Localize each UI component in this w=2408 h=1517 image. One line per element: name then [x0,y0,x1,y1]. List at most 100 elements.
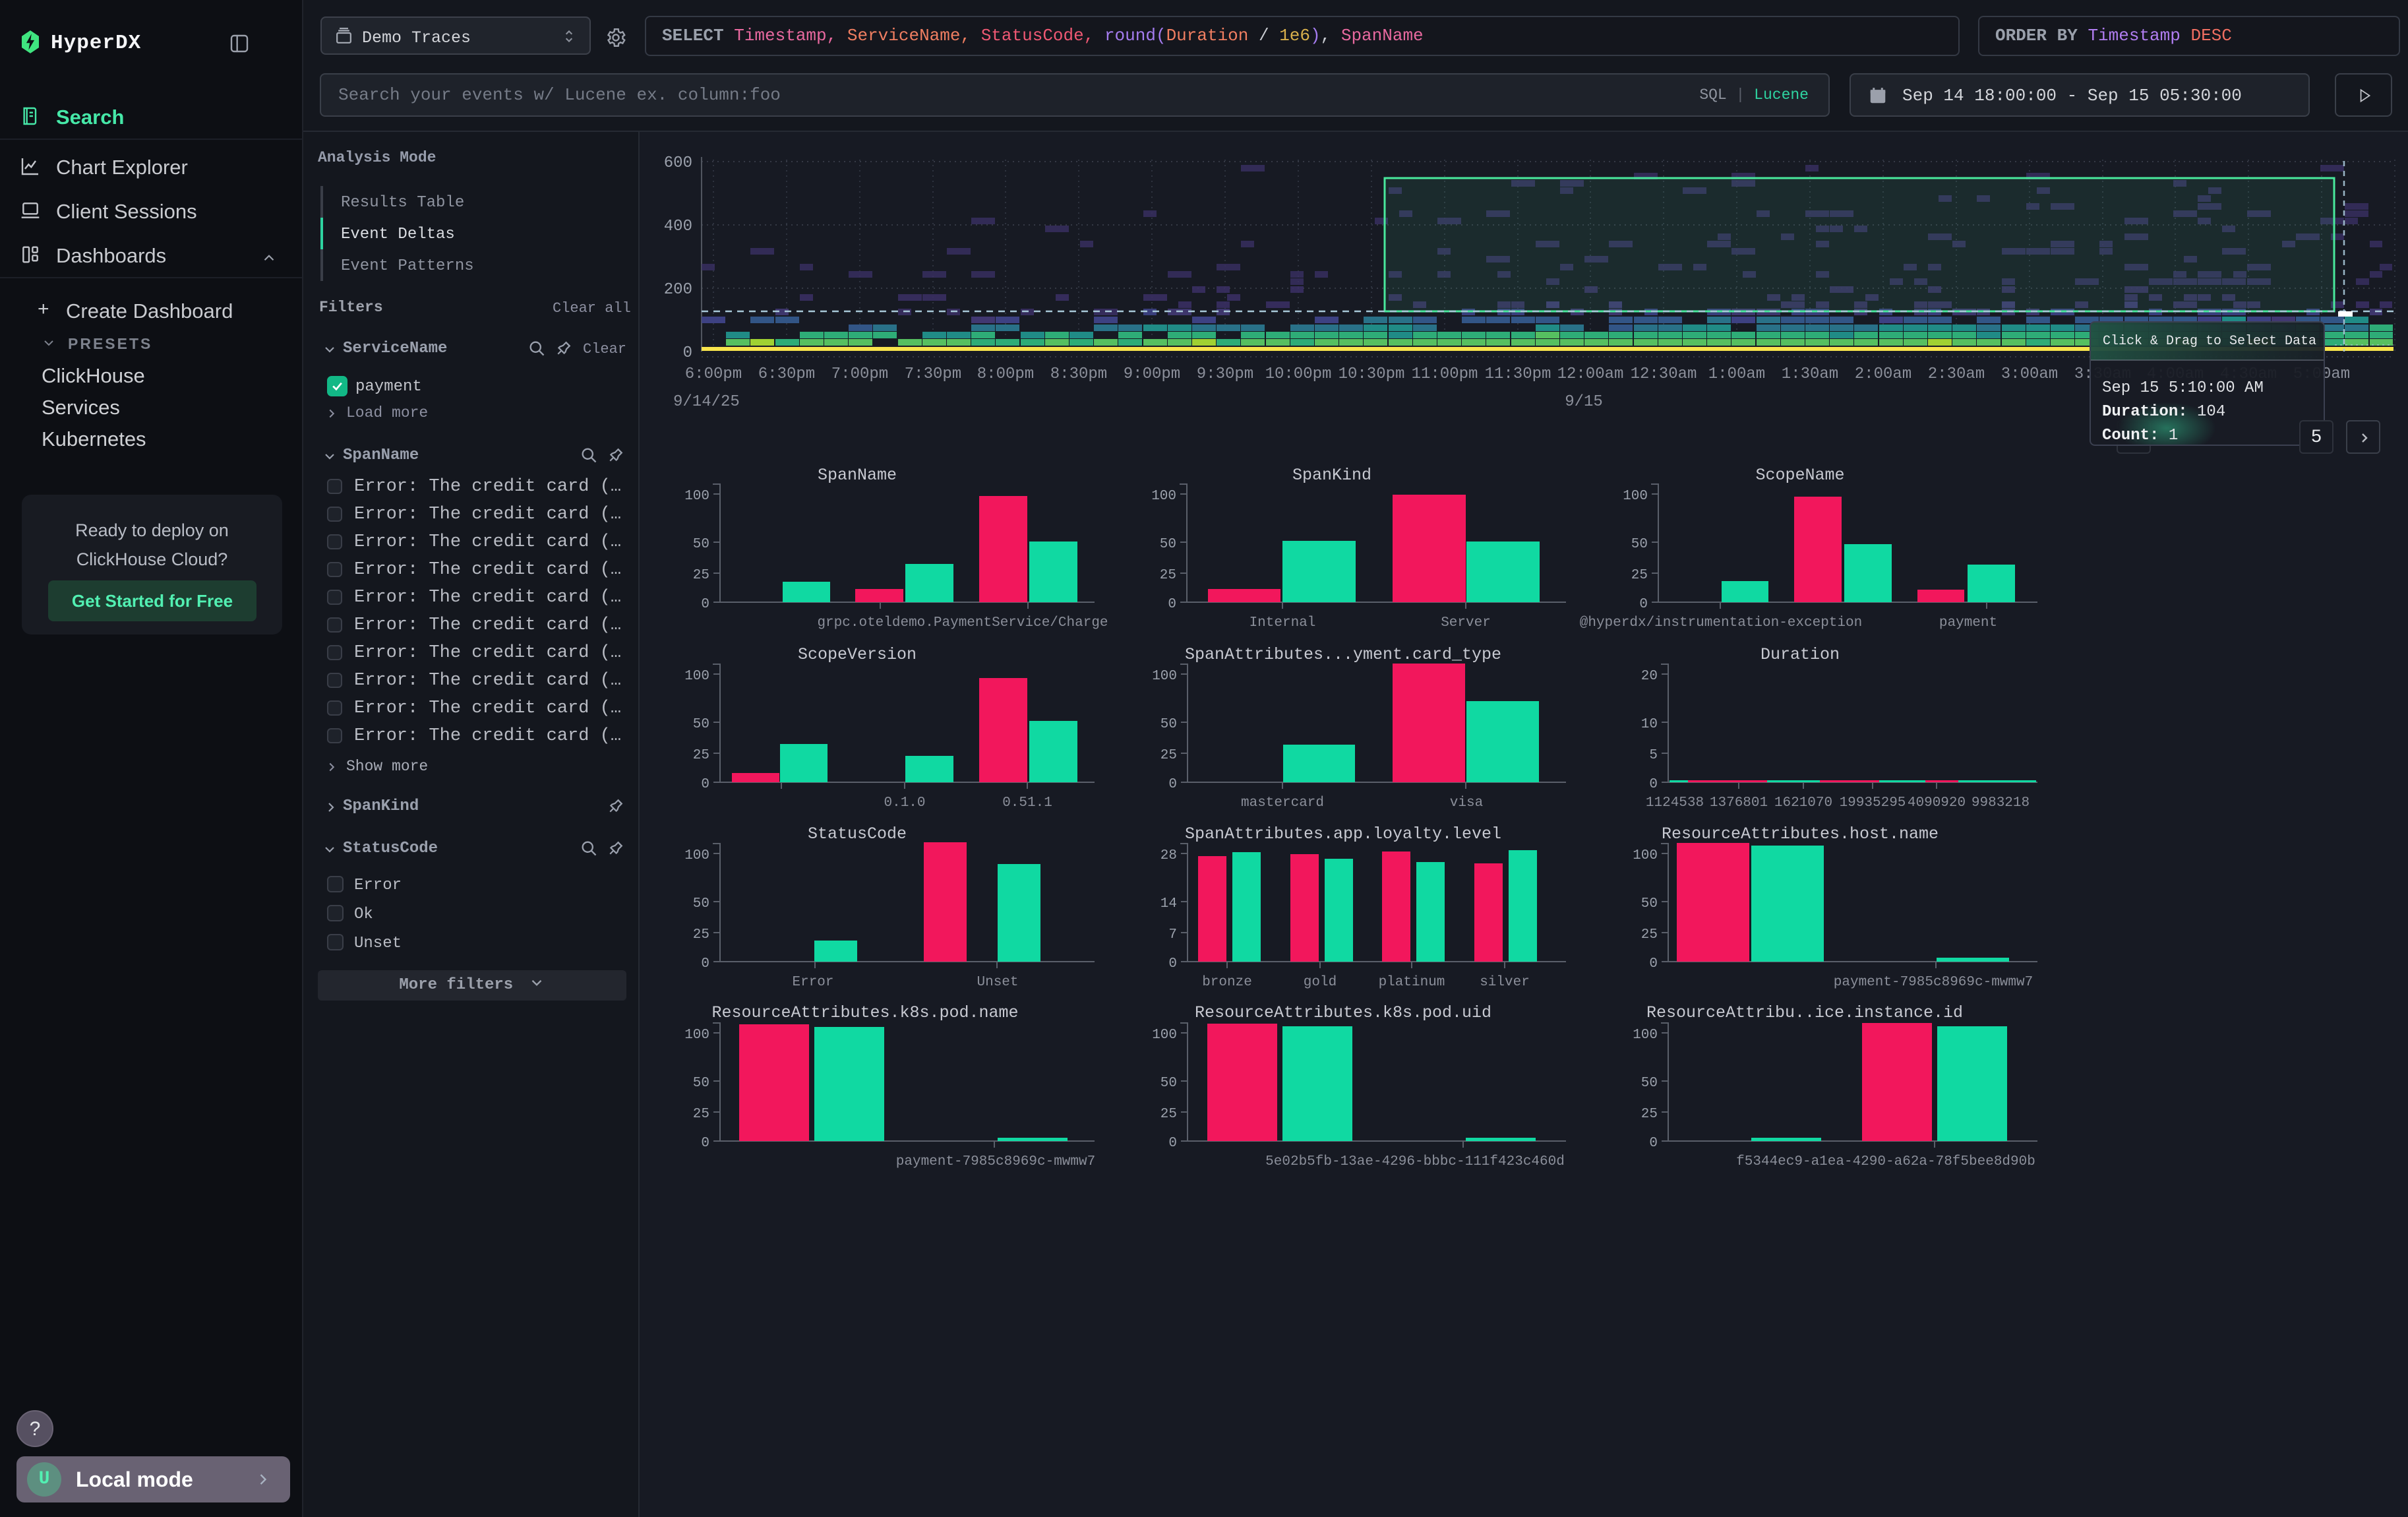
svg-text:ResourceAttributes.k8s.pod.nam: ResourceAttributes.k8s.pod.name [711,1003,1018,1022]
svg-text:28: 28 [1160,848,1177,863]
svg-text:50: 50 [1160,717,1177,732]
svg-text:25: 25 [693,748,709,763]
svg-text:0: 0 [1649,1136,1658,1151]
svg-text:100: 100 [684,669,709,684]
svg-text:25: 25 [1631,568,1648,583]
svg-text:0: 0 [1168,1136,1177,1151]
svg-text:ScopeName: ScopeName [1755,466,1844,485]
svg-text:ResourceAttribu..ice.instance.: ResourceAttribu..ice.instance.id [1646,1003,1963,1022]
svg-text:10:00pm: 10:00pm [1265,365,1332,383]
svg-text:silver: silver [1480,975,1530,990]
svg-text:0: 0 [1168,956,1177,972]
svg-text:1124538: 1124538 [1646,795,1704,811]
svg-text:20: 20 [1641,669,1658,684]
svg-text:14: 14 [1160,896,1177,912]
svg-text:12:30am: 12:30am [1631,365,1697,383]
svg-text:25: 25 [1641,1107,1658,1122]
svg-text:25: 25 [693,927,709,943]
svg-text:f5344ec9-a1ea-4290-a62a-78f5be: f5344ec9-a1ea-4290-a62a-78f5bee8d90b [1736,1154,2035,1169]
svg-text:Duration: Duration [1761,645,1840,664]
svg-text:1621070: 1621070 [1774,795,1832,811]
svg-text:50: 50 [1641,896,1658,912]
svg-text:payment: payment [1939,615,1997,631]
svg-text:9/14/25: 9/14/25 [673,393,740,411]
svg-text:5: 5 [1649,748,1658,763]
svg-text:6:00pm: 6:00pm [685,365,742,383]
svg-text:3:00am: 3:00am [2001,365,2058,383]
svg-text:0.1.0: 0.1.0 [884,795,925,811]
svg-text:8:30pm: 8:30pm [1050,365,1107,383]
svg-text:100: 100 [1151,489,1176,504]
svg-text:100: 100 [1633,1028,1658,1043]
svg-text:Internal: Internal [1249,615,1316,631]
svg-text:SpanAttributes...yment.card_ty: SpanAttributes...yment.card_type [1185,645,1501,664]
svg-text:Error: Error [792,975,833,990]
svg-text:50: 50 [1641,1076,1658,1091]
svg-text:7:00pm: 7:00pm [831,365,888,383]
svg-text:1:00am: 1:00am [1708,365,1765,383]
svg-text:payment-7985c8969c-mwmw7: payment-7985c8969c-mwmw7 [896,1154,1095,1169]
svg-text:payment-7985c8969c-mwmw7: payment-7985c8969c-mwmw7 [1834,975,2033,990]
svg-text:SpanKind: SpanKind [1292,466,1371,485]
svg-text:SpanAttributes.app.loyalty.lev: SpanAttributes.app.loyalty.level [1185,824,1501,844]
svg-text:10: 10 [1641,717,1658,732]
svg-text:1:30am: 1:30am [1782,365,1838,383]
svg-text:11:30pm: 11:30pm [1485,365,1551,383]
svg-text:9:30pm: 9:30pm [1197,365,1253,383]
svg-text:600: 600 [664,154,692,172]
svg-text:50: 50 [693,1076,709,1091]
svg-text:0: 0 [701,1136,709,1151]
svg-text:12:00am: 12:00am [1557,365,1624,383]
svg-text:0: 0 [683,344,692,362]
svg-text:platinum: platinum [1379,975,1445,990]
svg-text:100: 100 [1152,1028,1177,1043]
svg-text:100: 100 [1623,489,1648,504]
svg-text:6:30pm: 6:30pm [758,365,815,383]
svg-text:100: 100 [1633,848,1658,863]
svg-text:25: 25 [1160,748,1177,763]
svg-text:SpanName: SpanName [818,466,897,485]
svg-text:100: 100 [684,1028,709,1043]
svg-text:25: 25 [1160,1107,1177,1122]
svg-text:400: 400 [664,218,692,235]
svg-text:0: 0 [1649,956,1658,972]
svg-text:50: 50 [693,896,709,912]
svg-text:8:00pm: 8:00pm [977,365,1034,383]
svg-text:7: 7 [1168,927,1177,943]
svg-text:1376801: 1376801 [1710,795,1768,811]
svg-text:2:30am: 2:30am [1928,365,1985,383]
svg-text:50: 50 [693,717,709,732]
svg-text:Server: Server [1441,615,1491,631]
svg-text:50: 50 [1631,537,1648,552]
svg-text:5e02b5fb-13ae-4296-bbbc-111f42: 5e02b5fb-13ae-4296-bbbc-111f423c460d [1265,1154,1565,1169]
svg-text:4090920: 4090920 [1908,795,1966,811]
svg-text:0.51.1: 0.51.1 [1002,795,1052,811]
svg-text:100: 100 [1152,669,1177,684]
svg-text:StatusCode: StatusCode [808,824,907,844]
svg-text:visa: visa [1450,795,1483,811]
svg-text:9/15: 9/15 [1565,393,1603,411]
svg-text:0: 0 [701,597,709,612]
svg-text:ResourceAttributes.host.name: ResourceAttributes.host.name [1662,824,1939,844]
svg-text:25: 25 [1641,927,1658,943]
svg-text:100: 100 [684,489,709,504]
svg-text:ResourceAttributes.k8s.pod.uid: ResourceAttributes.k8s.pod.uid [1195,1003,1491,1022]
svg-text:0: 0 [1649,777,1658,792]
svg-text:19935295: 19935295 [1840,795,1906,811]
svg-text:25: 25 [1160,568,1176,583]
svg-text:7:30pm: 7:30pm [905,365,961,383]
svg-text:200: 200 [664,281,692,299]
svg-text:ScopeVersion: ScopeVersion [798,645,917,664]
svg-text:gold: gold [1304,975,1337,990]
svg-text:50: 50 [693,537,709,552]
svg-text:11:00pm: 11:00pm [1412,365,1478,383]
svg-text:9:00pm: 9:00pm [1124,365,1180,383]
svg-text:0: 0 [1168,777,1177,792]
svg-text:0: 0 [1168,597,1176,612]
svg-text:9983218: 9983218 [1972,795,2030,811]
svg-text:0: 0 [701,777,709,792]
svg-text:100: 100 [684,848,709,863]
svg-text:2:00am: 2:00am [1855,365,1911,383]
svg-text:50: 50 [1160,1076,1177,1091]
svg-text:50: 50 [1160,537,1176,552]
